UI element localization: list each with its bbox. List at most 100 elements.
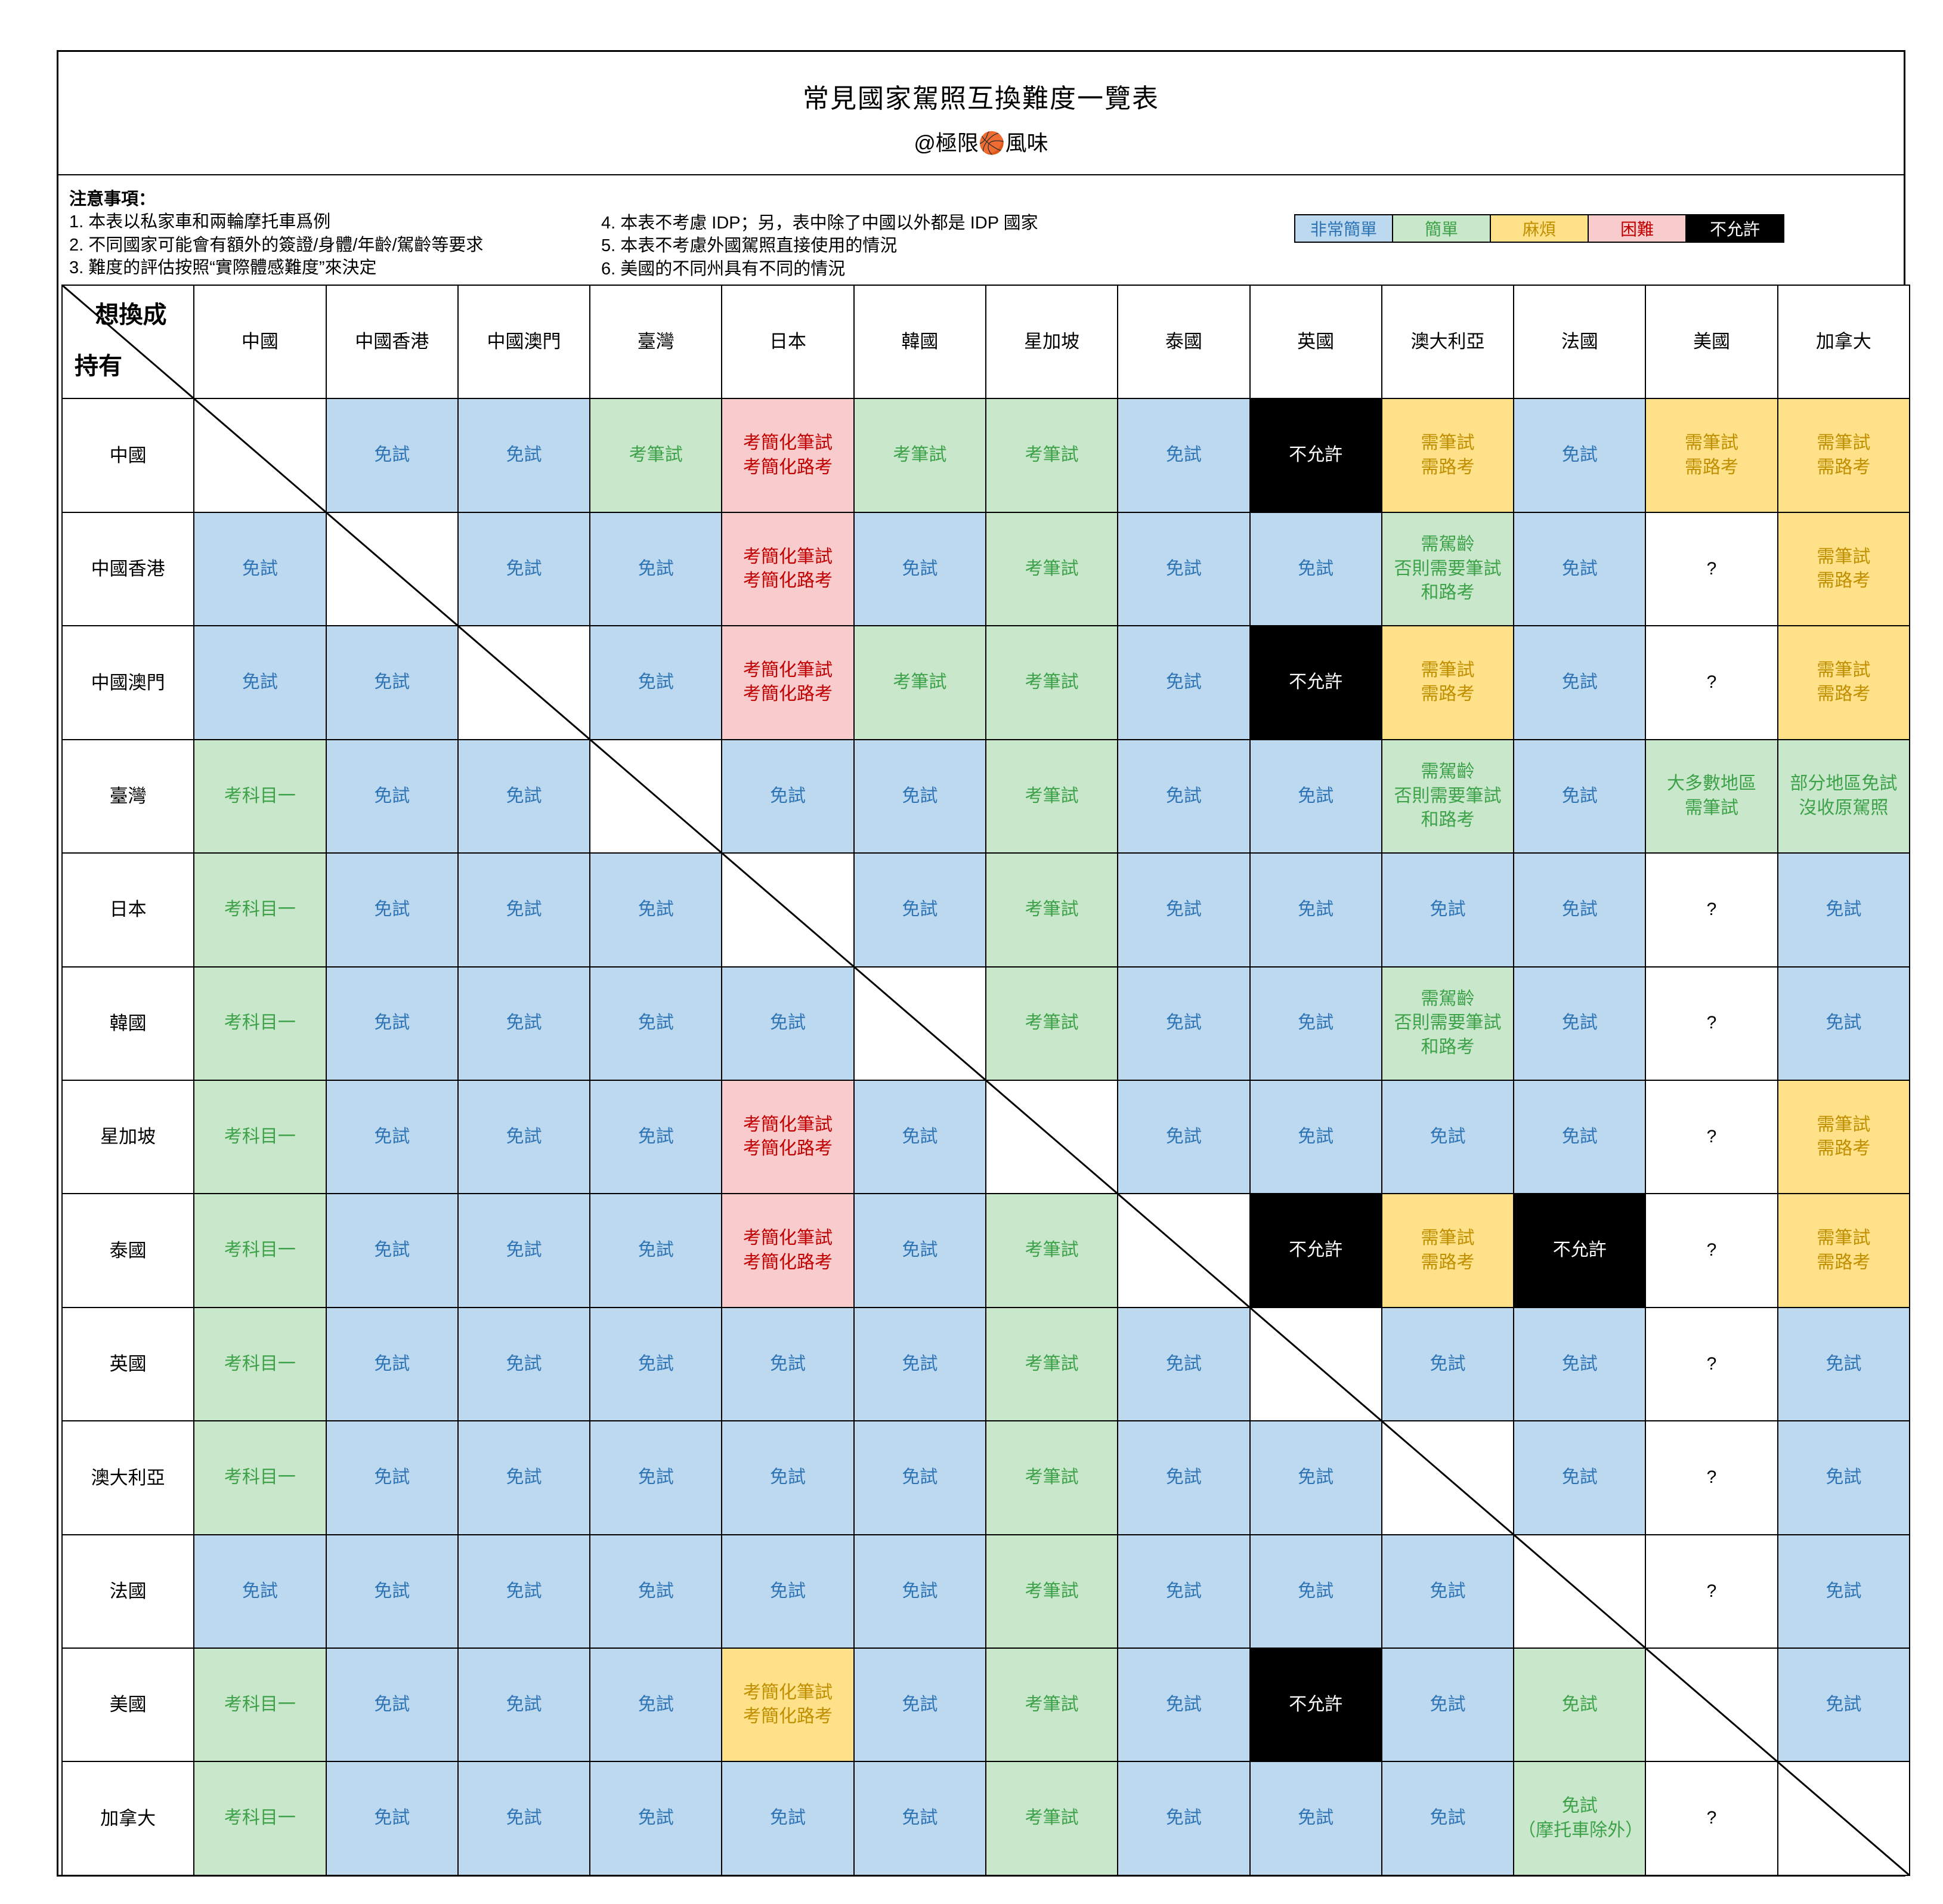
column-header: 加拿大 [1777, 284, 1911, 400]
difficulty-legend: 非常簡單 簡單 麻煩 困難 不允許 [1294, 214, 1784, 243]
matrix-cell: 免試 [1381, 1648, 1515, 1763]
table-row: 中國香港 免試 免試 免試 考簡化筆試 考簡化路考 免試 考筆試 免試 免試 需駕齡 否則需要筆試… [61, 511, 1911, 627]
row-header: 英國 [61, 1306, 195, 1422]
row-header: 法國 [61, 1534, 195, 1649]
matrix-cell: 免試 [1513, 966, 1647, 1081]
matrix-cell: 免試 [589, 1193, 723, 1308]
matrix-cell: 免試 [721, 1420, 855, 1535]
matrix-cell: 免試 [325, 1648, 459, 1763]
matrix-cell: 免試 [1381, 1306, 1515, 1422]
matrix-cell: 考筆試 [853, 625, 986, 740]
matrix-cell: 免試 [589, 1420, 723, 1535]
matrix-cell: 免試 [1249, 738, 1382, 854]
table-row: 英國 考科目一 免試 免試 免試 免試 免試 考筆試 免試 免試 免試? 免試 [61, 1306, 1911, 1422]
matrix-cell [853, 966, 986, 1081]
matrix-cell: 免試 [853, 1306, 986, 1422]
matrix-cell: 考筆試 [985, 1193, 1119, 1308]
matrix-cell: 免試 [325, 966, 459, 1081]
column-header: 中國澳門 [457, 284, 591, 400]
matrix-cell: 需駕齡 否則需要筆試 和路考 [1381, 966, 1515, 1081]
matrix-cell: 考科目一 [193, 966, 327, 1081]
matrix-cell: 考簡化筆試 考簡化路考 [721, 625, 855, 740]
exchange-matrix: 想換成 持有 中國 中國香港 中國澳門 臺灣 日本 韓國 星加坡 泰國 英國 澳大利亞 法國 美國 加拿大中… [61, 284, 1911, 1876]
matrix-cell [1513, 1534, 1647, 1649]
column-header: 日本 [721, 284, 855, 400]
matrix-cell: 免試 [325, 1079, 459, 1195]
column-header: 臺灣 [589, 284, 723, 400]
matrix-cell [985, 1079, 1119, 1195]
table-row: 臺灣 考科目一 免試 免試 免試 免試 考筆試 免試 免試 需駕齡 否則需要筆試 和路考 免試 大多數… [61, 738, 1911, 854]
matrix-cell: 免試 [721, 1306, 855, 1422]
matrix-cell: 免試 [589, 1534, 723, 1649]
matrix-cell: 考筆試 [985, 398, 1119, 513]
matrix-cell: 免試 [1381, 1761, 1515, 1876]
matrix-cell: 免試 [1117, 738, 1251, 854]
matrix-cell [721, 852, 855, 968]
row-header: 澳大利亞 [61, 1420, 195, 1535]
header: 常見國家駕照互換難度一覽表 @極限🏀風味 [58, 52, 1904, 157]
matrix-cell: 考簡化筆試 考簡化路考 [721, 511, 855, 627]
matrix-cell: 免試 [1777, 852, 1911, 968]
matrix-cell [1249, 1306, 1382, 1422]
matrix-cell: 免試 [457, 511, 591, 627]
matrix-cell: 免試 [1117, 1761, 1251, 1876]
matrix-cell: 免試 [1513, 1306, 1647, 1422]
note-item: 3. 難度的評估按照“實際體感難度”來決定 [69, 258, 377, 277]
note-item: 5. 本表不考慮外國駕照直接使用的情況 [601, 236, 898, 256]
matrix-cell: 免試 [1117, 625, 1251, 740]
table-row: 加拿大 考科目一 免試 免試 免試 免試 免試 考筆試 免試 免試 免試 免試 （摩托車除外）? [61, 1761, 1911, 1876]
matrix-cell: 免試 [325, 398, 459, 513]
column-header: 美國 [1645, 284, 1778, 400]
matrix-cell: 不允許 [1249, 1193, 1382, 1308]
matrix-cell: 免試 [1777, 1534, 1911, 1649]
matrix-cell: 免試 [325, 1534, 459, 1649]
matrix-cell: 免試 [853, 1079, 986, 1195]
matrix-cell: 需筆試 需路考 [1381, 1193, 1515, 1308]
column-header: 泰國 [1117, 284, 1251, 400]
matrix-cell: 考筆試 [853, 398, 986, 513]
matrix-cell: 免試 [1249, 1534, 1382, 1649]
matrix-cell: 免試 （摩托車除外） [1513, 1761, 1647, 1876]
table-row: 日本 考科目一 免試 免試 免試 免試 考筆試 免試 免試 免試 免試? 免試 [61, 852, 1911, 968]
matrix-cell: 免試 [1117, 398, 1251, 513]
row-header: 臺灣 [61, 738, 195, 854]
matrix-cell: 考科目一 [193, 1420, 327, 1535]
table-row: 法國 免試 免試 免試 免試 免試 免試 考筆試 免試 免試 免試? 免試 [61, 1534, 1911, 1649]
matrix-cell [325, 511, 459, 627]
matrix-cell: 免試 [589, 852, 723, 968]
matrix-cell: 考筆試 [985, 1534, 1119, 1649]
matrix-cell: 部分地區免試 沒收原駕照 [1777, 738, 1911, 854]
matrix-cell: 需駕齡 否則需要筆試 和路考 [1381, 511, 1515, 627]
notes-section: 注意事項： 1. 本表以私家車和兩輪摩托車爲例 2. 不同國家可能會有額外的簽證/… [69, 188, 1038, 280]
outer-frame: 常見國家駕照互換難度一覽表 @極限🏀風味 注意事項： 1. 本表以私家車和兩輪摩… [57, 50, 1911, 1877]
column-header: 中國 [193, 284, 327, 400]
legend-item-black: 不允許 [1685, 214, 1784, 243]
matrix-cell: 免試 [1513, 738, 1647, 854]
matrix-cell: 需筆試 需路考 [1645, 398, 1778, 513]
matrix-cell: 免試 [457, 1079, 591, 1195]
matrix-cell: 考筆試 [985, 1761, 1119, 1876]
matrix-cell: ? [1645, 511, 1778, 627]
matrix-cell: 免試 [193, 625, 327, 740]
matrix-cell: ? [1645, 1420, 1778, 1535]
matrix-cell: 免試 [589, 511, 723, 627]
matrix-cell: 免試 [853, 1761, 986, 1876]
table-row: 韓國 考科目一 免試 免試 免試 免試 考筆試 免試 免試 需駕齡 否則需要筆試 和路考 免試? 免試 [61, 966, 1911, 1081]
matrix-cell: 免試 [853, 511, 986, 627]
matrix-cell: 免試 [1117, 1648, 1251, 1763]
matrix-cell: 免試 [1777, 1306, 1911, 1422]
matrix-cell: 不允許 [1249, 398, 1382, 513]
column-header: 澳大利亞 [1381, 284, 1515, 400]
matrix-cell: 考筆試 [589, 398, 723, 513]
matrix-cell: 免試 [721, 1534, 855, 1649]
matrix-cell: 免試 [325, 625, 459, 740]
matrix-cell: ? [1645, 1079, 1778, 1195]
matrix-cell: 免試 [1381, 1079, 1515, 1195]
matrix-cell: 免試 [1513, 398, 1647, 513]
matrix-cell: 免試 [1513, 852, 1647, 968]
row-header: 星加坡 [61, 1079, 195, 1195]
matrix-cell: 考科目一 [193, 738, 327, 854]
matrix-cell: 大多數地區 需筆試 [1645, 738, 1778, 854]
matrix-cell: 免試 [1513, 1648, 1647, 1763]
matrix-cell: 免試 [853, 738, 986, 854]
